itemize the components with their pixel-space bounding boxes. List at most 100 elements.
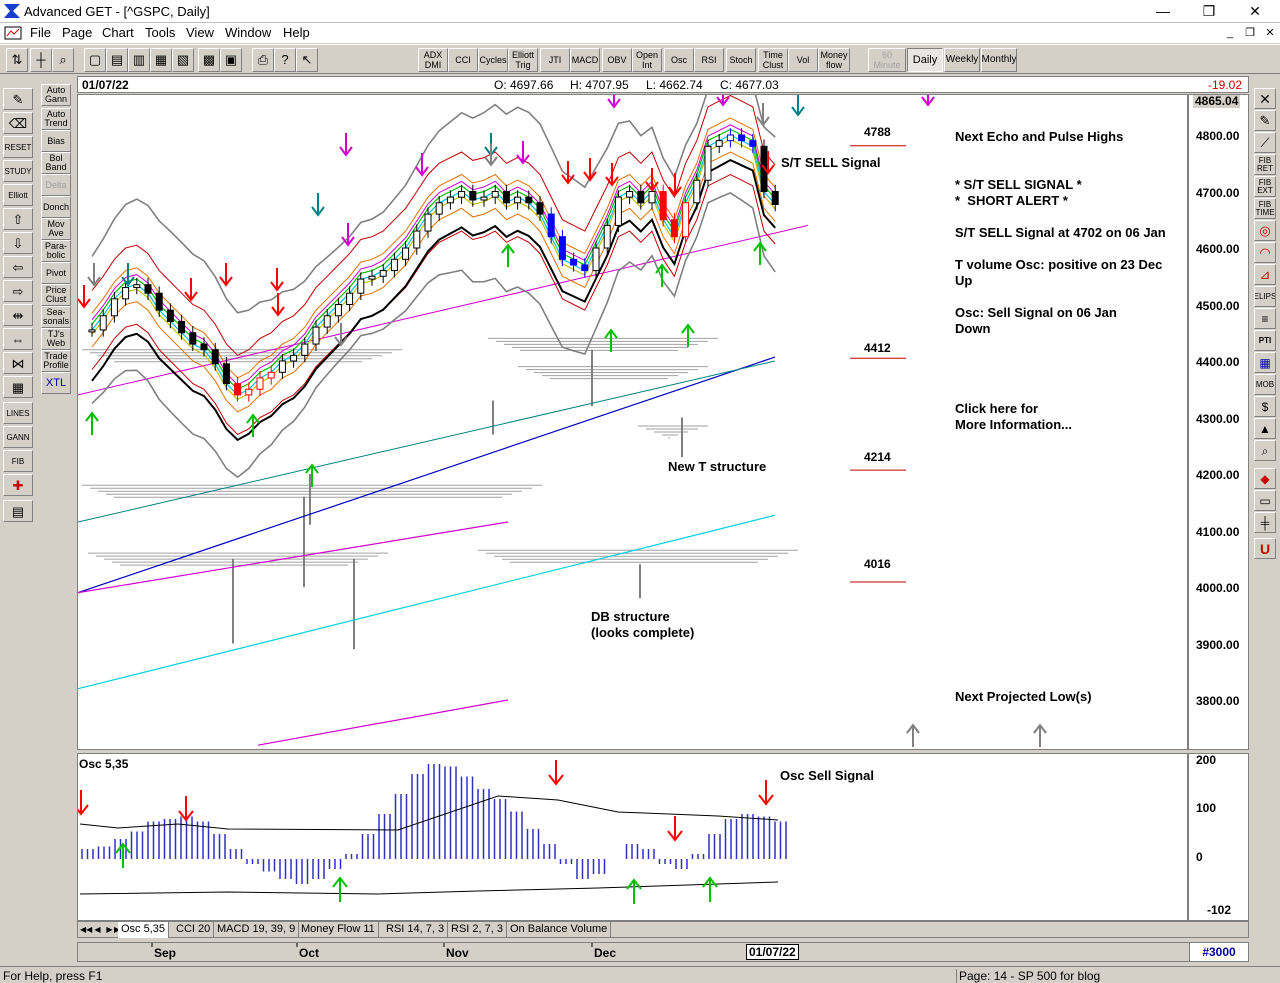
xtl-button[interactable]: XTL bbox=[41, 372, 71, 394]
price-clust-button[interactable]: Price Clust bbox=[41, 284, 71, 306]
tjs-web-button[interactable]: TJ's Web bbox=[41, 328, 71, 350]
eraser-icon[interactable]: ◆ bbox=[1254, 468, 1276, 489]
open-int-button[interactable]: Open Int bbox=[632, 48, 662, 72]
context-help-icon[interactable]: ↖ bbox=[296, 48, 318, 72]
fib-button[interactable]: FIB bbox=[3, 450, 33, 472]
crosshair-icon[interactable]: ┼ bbox=[30, 48, 52, 72]
donch-button[interactable]: Donch bbox=[41, 196, 71, 218]
compress-icon[interactable]: ⇹ bbox=[3, 304, 33, 326]
menu-help[interactable]: Help bbox=[283, 25, 310, 40]
mdi-close-button[interactable]: ✕ bbox=[1265, 27, 1275, 39]
print-icon[interactable]: ⎙ bbox=[252, 48, 274, 72]
price-chart-canvas[interactable] bbox=[78, 95, 1249, 750]
auto-trend-button[interactable]: Auto Trend bbox=[41, 108, 71, 130]
mob-button[interactable]: MOB bbox=[1254, 374, 1276, 395]
fib-ret-button[interactable]: FIB RET bbox=[1254, 154, 1276, 175]
gann-button[interactable]: GANN bbox=[3, 426, 33, 448]
jti-button[interactable]: JTI bbox=[540, 48, 570, 72]
auto-gann-button[interactable]: Auto Gann bbox=[41, 84, 71, 106]
timeframe-daily-button[interactable]: Daily bbox=[907, 48, 943, 72]
notes-icon[interactable]: ▤ bbox=[3, 500, 33, 522]
new-page-icon[interactable]: ▢ bbox=[84, 48, 106, 72]
fan-icon[interactable]: ⊿ bbox=[1254, 264, 1276, 285]
save-page-icon[interactable]: ▥ bbox=[128, 48, 150, 72]
undo-icon[interactable]: U bbox=[1254, 538, 1276, 559]
obv-button[interactable]: OBV bbox=[602, 48, 632, 72]
mov-ave-button[interactable]: Mov Ave bbox=[41, 218, 71, 240]
open-page-icon[interactable]: ▤ bbox=[106, 48, 128, 72]
pivot-button[interactable]: Pivot bbox=[41, 262, 71, 284]
timeframe-weekly-button[interactable]: Weekly bbox=[944, 48, 980, 72]
matrix-icon[interactable]: ▦ bbox=[1254, 352, 1276, 373]
spiral-icon[interactable]: ◎ bbox=[1254, 220, 1276, 241]
timeframe-60min-button[interactable]: 60 Minute bbox=[868, 48, 906, 72]
seasonals-button[interactable]: Sea-sonals bbox=[41, 306, 71, 328]
tick-icon[interactable]: ⇅ bbox=[6, 48, 28, 72]
close-button[interactable]: ✕ bbox=[1249, 3, 1261, 19]
vol-button[interactable]: Vol bbox=[788, 48, 818, 72]
tab-next-icon[interactable]: ▶ bbox=[106, 925, 113, 934]
tab-rsi-2[interactable]: RSI 2, 7, 3 bbox=[448, 922, 507, 938]
fib-ext-button[interactable]: FIB EXT bbox=[1254, 176, 1276, 197]
tab-money-flow[interactable]: Money Flow 11 bbox=[298, 922, 379, 938]
grid-icon[interactable]: ▩ bbox=[198, 48, 220, 72]
fib-time-button[interactable]: FIB TIME bbox=[1254, 198, 1276, 219]
cross-cursor-icon[interactable]: ✚ bbox=[3, 474, 33, 496]
bias-button[interactable]: Bias bbox=[41, 130, 71, 152]
menu-tools[interactable]: Tools bbox=[145, 25, 176, 40]
arrow-down-icon[interactable]: ⇩ bbox=[3, 232, 33, 254]
timeframe-monthly-button[interactable]: Monthly bbox=[981, 48, 1017, 72]
tab-cci[interactable]: CCI 20 bbox=[173, 922, 215, 938]
erase-icon[interactable]: ⌫ bbox=[3, 112, 33, 134]
more-info-link[interactable]: Click here for More Information... bbox=[955, 401, 1072, 432]
tab-osc[interactable]: Osc 5,35 bbox=[118, 922, 170, 938]
oscillator-panel[interactable]: Osc 5,35 Osc Sell Signal 200 100 0 -102 bbox=[77, 753, 1249, 921]
trendline-icon[interactable]: ⟋ bbox=[1254, 132, 1276, 153]
macd-button[interactable]: MACD bbox=[570, 48, 600, 72]
pti-button[interactable]: PTI bbox=[1254, 330, 1276, 351]
maximize-button[interactable]: ❐ bbox=[1202, 3, 1216, 19]
link-chart-icon[interactable]: ▧ bbox=[172, 48, 194, 72]
menu-chart[interactable]: Chart bbox=[102, 25, 134, 40]
channel-icon[interactable]: ≡ bbox=[1254, 308, 1276, 329]
elips-button[interactable]: ELIPS bbox=[1254, 286, 1276, 307]
grid-toggle-icon[interactable]: ▦ bbox=[3, 376, 33, 398]
study-button[interactable]: STUDY bbox=[3, 160, 33, 182]
help-icon[interactable]: ? bbox=[274, 48, 296, 72]
delta-button[interactable]: Delta bbox=[41, 174, 71, 196]
arrow-up-icon[interactable]: ⇧ bbox=[3, 208, 33, 230]
compress-bars-icon[interactable]: ⋈ bbox=[3, 352, 33, 374]
elliott-button[interactable]: Elliott bbox=[3, 184, 33, 206]
up-arrow-icon[interactable]: ▲ bbox=[1254, 418, 1276, 439]
tab-obv[interactable]: On Balance Volume bbox=[507, 922, 612, 938]
expand-icon[interactable]: ⇔ bbox=[3, 328, 33, 350]
reset-button[interactable]: RESET bbox=[3, 136, 33, 158]
cycles-button[interactable]: Cycles bbox=[478, 48, 508, 72]
tab-macd[interactable]: MACD 19, 39, 9 bbox=[214, 922, 300, 938]
stoch-button[interactable]: Stoch bbox=[726, 48, 756, 72]
menu-window[interactable]: Window bbox=[225, 25, 272, 40]
layout-icon[interactable]: ▣ bbox=[220, 48, 242, 72]
arrow-right-icon[interactable]: ⇨ bbox=[3, 280, 33, 302]
elliott-trig-button[interactable]: Elliott Trig bbox=[508, 48, 538, 72]
oscillator-canvas[interactable] bbox=[78, 754, 1249, 921]
mdi-restore-button[interactable]: ❐ bbox=[1245, 27, 1255, 39]
time-clust-button[interactable]: Time Clust bbox=[758, 48, 788, 72]
menu-page[interactable]: Page bbox=[62, 25, 93, 40]
lines-button[interactable]: LINES bbox=[3, 402, 33, 424]
mdi-minimize-button[interactable]: _ bbox=[1226, 27, 1234, 39]
copy-chart-icon[interactable]: ▦ bbox=[150, 48, 172, 72]
tab-rsi-14[interactable]: RSI 14, 7, 3 bbox=[383, 922, 449, 938]
rsi-button[interactable]: RSI bbox=[694, 48, 724, 72]
adx-dmi-button[interactable]: ADX DMI bbox=[418, 48, 448, 72]
pencil-icon[interactable]: ✎ bbox=[1254, 110, 1276, 131]
cci-button[interactable]: CCI bbox=[448, 48, 478, 72]
trade-profile-button[interactable]: Trade Profile bbox=[41, 350, 71, 372]
price-chart[interactable]: 4865.04 4800.00 4700.00 4600.00 4500.00 … bbox=[77, 94, 1249, 750]
draw-icon[interactable]: ✎ bbox=[3, 88, 33, 110]
close-studies-icon[interactable]: ✕ bbox=[1254, 88, 1276, 109]
measure-icon[interactable]: ╪ bbox=[1254, 512, 1276, 533]
menu-view[interactable]: View bbox=[186, 25, 214, 40]
minimize-button[interactable]: — bbox=[1156, 3, 1170, 19]
money-flow-button[interactable]: Money flow bbox=[818, 48, 850, 72]
